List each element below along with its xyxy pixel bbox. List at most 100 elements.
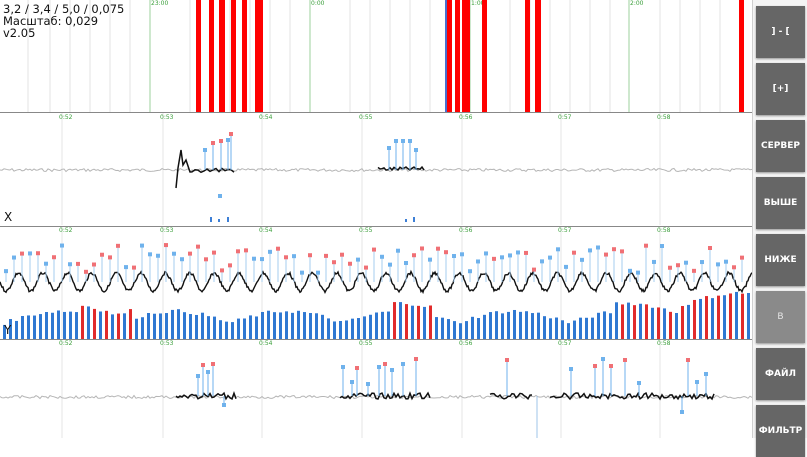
y-marker [460,252,464,257]
y-bar [423,306,426,339]
file-button[interactable]: ФАЙЛ [756,348,805,400]
server-button[interactable]: СЕРВЕР [756,120,805,172]
time-label: 0:55 [359,114,373,121]
y-marker [372,247,376,252]
y-marker [452,254,456,259]
x-bar [405,219,407,222]
time-label: 0:52 [59,227,73,234]
y-marker [428,257,432,262]
time-label: 0:58 [657,114,671,121]
scale-text: Масштаб: 0,029 [3,14,99,28]
y-bar [237,318,240,339]
y-marker [308,253,312,258]
y-bar [303,312,306,339]
y-marker [300,270,304,275]
time-label: 0:55 [359,340,373,347]
x-marker [414,148,418,152]
time-label: 0:52 [59,114,73,121]
y-bar [411,305,414,339]
y-bar [363,316,366,339]
y-bar [9,319,12,339]
y-marker [172,251,176,256]
y-marker [524,250,528,255]
y-marker [692,268,696,273]
v-button[interactable]: В [756,291,805,343]
y-marker [116,243,120,248]
z-marker [383,362,387,366]
y-marker [572,250,576,255]
y-marker [532,267,536,272]
cursor-marker [445,0,447,112]
y-bar [279,312,282,339]
y-marker [220,268,224,273]
time-label: 0:55 [359,227,373,234]
plot-area[interactable]: 23:00 0:00 1:00 2:00 0:52 0:53 0:54 0:55 0:56 0:5… [0,0,752,438]
x-marker [229,132,233,136]
y-marker [108,255,112,260]
x-bar [210,217,212,222]
event-bar [462,0,470,112]
y-marker [316,270,320,275]
lower-button[interactable]: НИЖЕ [756,234,805,286]
event-bar [535,0,541,112]
y-marker [276,246,280,251]
z-marker [222,403,226,407]
z-marker [505,358,509,362]
y-bar [657,307,660,339]
y-bar [345,320,348,339]
y-bar [255,316,258,339]
y-bar [669,311,672,339]
time-label: 0:54 [259,227,273,234]
y-marker [588,248,592,253]
y-marker [340,252,344,257]
y-marker [596,245,600,250]
y-bar [75,312,78,339]
y-marker [20,251,24,256]
y-marker [468,269,472,274]
y-marker [700,260,704,265]
y-bar [453,321,456,339]
zoom-in-button[interactable]: [+] [756,63,805,115]
y-bar [141,317,144,339]
y-marker [140,243,144,248]
filter-button[interactable]: ФИЛЬТР [756,405,805,457]
y-bar [627,302,630,339]
time-label: 0:57 [558,227,572,234]
time-label: 0:58 [657,340,671,347]
y-bar [375,312,378,339]
y-marker [580,257,584,262]
y-bar [273,312,276,339]
z-marker [704,372,708,376]
zoom-out-button[interactable]: ] - [ [756,6,805,58]
y-bar [519,311,522,339]
y-bar [267,310,270,339]
y-marker [492,256,496,261]
y-bar [663,308,666,339]
y-marker [724,259,728,264]
y-bar [489,312,492,339]
y-bar [549,318,552,339]
y-bar [15,320,18,339]
y-marker [500,255,504,260]
event-bar [255,0,263,112]
y-bar [33,315,36,339]
y-bar [513,309,516,339]
y-marker [716,262,720,267]
event-bar [242,0,247,112]
y-bar [327,318,330,339]
y-bar [261,311,264,339]
higher-button[interactable]: ВЫШЕ [756,177,805,229]
y-marker [92,262,96,267]
signal-canvas[interactable]: 23:00 0:00 1:00 2:00 0:52 0:53 0:54 0:55 0:56 0:5… [0,0,752,438]
y-bar [471,316,474,339]
y-bar [687,304,690,339]
y-bar [405,304,408,339]
y-bar [369,314,372,339]
y-bar [447,319,450,339]
y-marker [612,247,616,252]
x-marker [203,148,207,152]
params-text: 3,2 / 3,4 / 5,0 / 0,075 [3,2,125,16]
y-bar [111,314,114,339]
y-bar [225,321,228,339]
y-bar [189,314,192,339]
